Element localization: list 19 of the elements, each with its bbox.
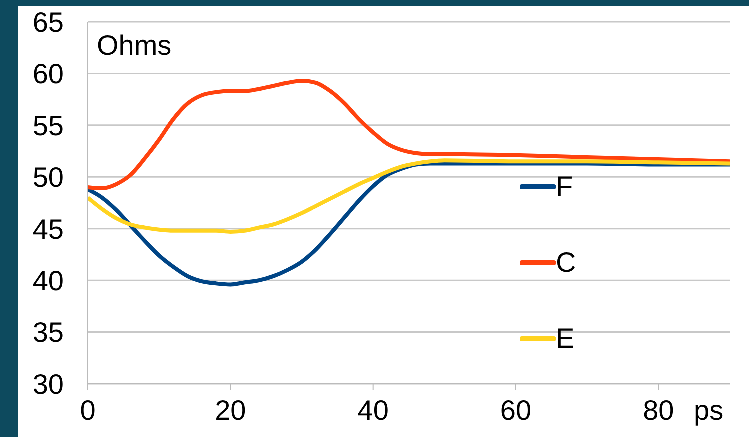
y-tick-label: 35 xyxy=(32,317,64,348)
x-tick-label: 60 xyxy=(500,394,532,426)
x-tick-label: 20 xyxy=(215,394,246,426)
x-tick-label: 80 xyxy=(643,394,674,426)
line-series xyxy=(88,158,730,234)
x-axis-title: ps xyxy=(694,395,724,427)
legend-label: E xyxy=(556,322,575,356)
y-tick-label: 55 xyxy=(32,110,64,142)
x-tick-label: 0 xyxy=(80,394,96,426)
y-tick-label: 45 xyxy=(32,214,64,245)
legend-label: C xyxy=(556,246,576,280)
legend-label: F xyxy=(556,170,574,204)
y-tick-label: 50 xyxy=(32,162,64,194)
y-tick-label: 30 xyxy=(32,368,64,400)
y-tick-label: 60 xyxy=(32,58,64,90)
y-axis-title: Ohms xyxy=(97,30,172,62)
y-tick-label: 65 xyxy=(32,6,64,38)
y-tick-label: 40 xyxy=(32,266,64,297)
x-tick-label: 40 xyxy=(358,394,389,426)
